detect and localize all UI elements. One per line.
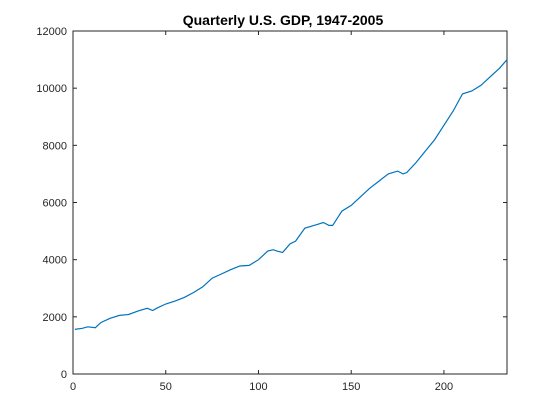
x-tick-label: 150 (342, 381, 360, 393)
y-tick-label: 4000 (43, 255, 67, 267)
y-tick-label: 6000 (43, 198, 67, 210)
plot-area (72, 30, 508, 375)
chart-title: Quarterly U.S. GDP, 1947-2005 (183, 12, 384, 28)
x-tick-label: 100 (249, 381, 267, 393)
series-line (74, 59, 508, 330)
y-tick-label: 12000 (36, 26, 67, 38)
x-tick-label: 200 (435, 381, 453, 393)
x-tick-label: 50 (160, 381, 172, 393)
y-axis: 0 2000 4000 6000 8000 10000 12000 (36, 26, 507, 381)
x-axis: 0 50 100 150 200 (70, 31, 453, 393)
x-tick-label: 0 (70, 381, 76, 393)
y-tick-label: 0 (61, 369, 67, 381)
y-tick-label: 2000 (43, 312, 67, 324)
y-tick-label: 10000 (36, 83, 67, 95)
y-tick-label: 8000 (43, 140, 67, 152)
